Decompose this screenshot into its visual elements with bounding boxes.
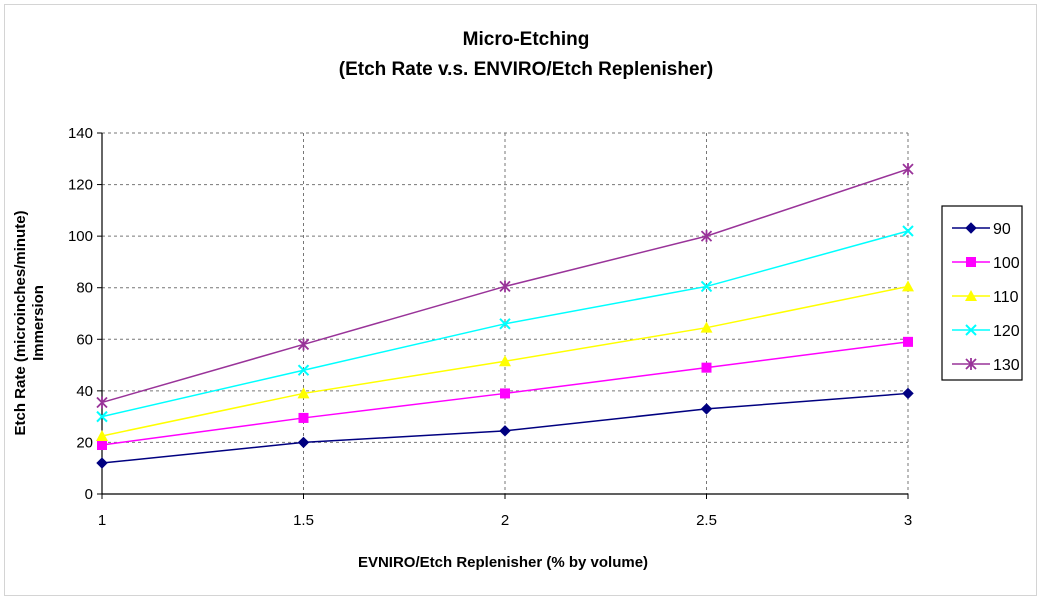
y-axis-title-2: Immersion: [30, 285, 47, 361]
data-point: [297, 364, 310, 376]
x-axis-title: EVNIRO/Etch Replenisher (% by volume): [358, 554, 648, 571]
data-point: [96, 457, 108, 469]
legend-label: 110: [993, 289, 1019, 306]
data-point: [902, 280, 914, 292]
y-tick-label: 40: [76, 383, 93, 400]
y-tick-label: 120: [68, 177, 93, 194]
legend-label: 120: [993, 323, 1020, 340]
data-point: [96, 410, 108, 423]
legend-label: 130: [993, 357, 1020, 374]
data-point: [298, 412, 309, 423]
chart-frame: Micro-Etching (Etch Rate v.s. ENVIRO/Etc…: [4, 4, 1037, 596]
legend-marker: [965, 324, 977, 336]
data-point: [700, 230, 713, 243]
x-tick-label: 2: [501, 512, 509, 529]
data-point: [700, 403, 713, 415]
legend-marker: [965, 290, 977, 301]
legend-label: 90: [993, 221, 1011, 238]
data-point: [700, 321, 713, 333]
data-point: [96, 396, 108, 409]
data-point: [499, 355, 511, 367]
y-axis-title: Etch Rate (microinches/minute): [12, 210, 29, 435]
legend-box: [941, 205, 1023, 381]
series-110: [96, 280, 914, 441]
data-point: [499, 280, 511, 293]
data-point: [499, 318, 511, 330]
y-tick-label: 0: [85, 486, 93, 503]
data-point: [701, 362, 712, 373]
chart-title: Micro-Etching: [463, 29, 590, 50]
legend-marker: [965, 358, 977, 370]
line-chart: Micro-Etching (Etch Rate v.s. ENVIRO/Etc…: [12, 29, 1023, 571]
data-point: [97, 440, 107, 451]
y-tick-label: 140: [68, 125, 93, 142]
x-tick-label: 2.5: [696, 512, 717, 529]
series-90: [96, 387, 914, 469]
data-point: [903, 336, 913, 347]
legend-entry: 120: [952, 323, 1020, 340]
data-point: [499, 425, 511, 437]
legend-marker: [965, 222, 977, 234]
series-120: [96, 225, 914, 423]
data-point: [297, 338, 310, 351]
legend-entries: 90 100 110 120 130: [952, 221, 1020, 374]
legend-entry: 130: [952, 357, 1020, 374]
legend-marker: [966, 257, 976, 267]
series-130: [96, 163, 914, 409]
data-point: [297, 436, 310, 449]
y-tick-label: 20: [76, 434, 93, 451]
series-100: [97, 336, 913, 451]
x-tick-label: 3: [904, 512, 912, 529]
x-tick-label: 1.5: [293, 512, 314, 529]
data-point: [96, 429, 108, 441]
data-point: [297, 387, 310, 399]
legend-entry: 90: [952, 221, 1011, 238]
legend-label: 100: [993, 255, 1020, 272]
legend: 90 100 110 120 130: [941, 205, 1023, 381]
x-tick-label: 1: [98, 512, 106, 529]
data-point: [500, 388, 510, 399]
y-tick-label: 80: [76, 280, 93, 297]
legend-entry: 100: [952, 255, 1020, 272]
legend-entry: 110: [952, 289, 1019, 306]
series-layer: [96, 163, 914, 469]
data-point: [902, 387, 914, 400]
data-point: [902, 225, 914, 237]
data-point: [700, 280, 713, 293]
chart-subtitle: (Etch Rate v.s. ENVIRO/Etch Replenisher): [339, 59, 713, 80]
y-tick-label: 60: [76, 331, 93, 348]
y-tick-label: 100: [68, 228, 93, 245]
grid-lines: [102, 132, 909, 494]
data-point: [902, 163, 914, 176]
